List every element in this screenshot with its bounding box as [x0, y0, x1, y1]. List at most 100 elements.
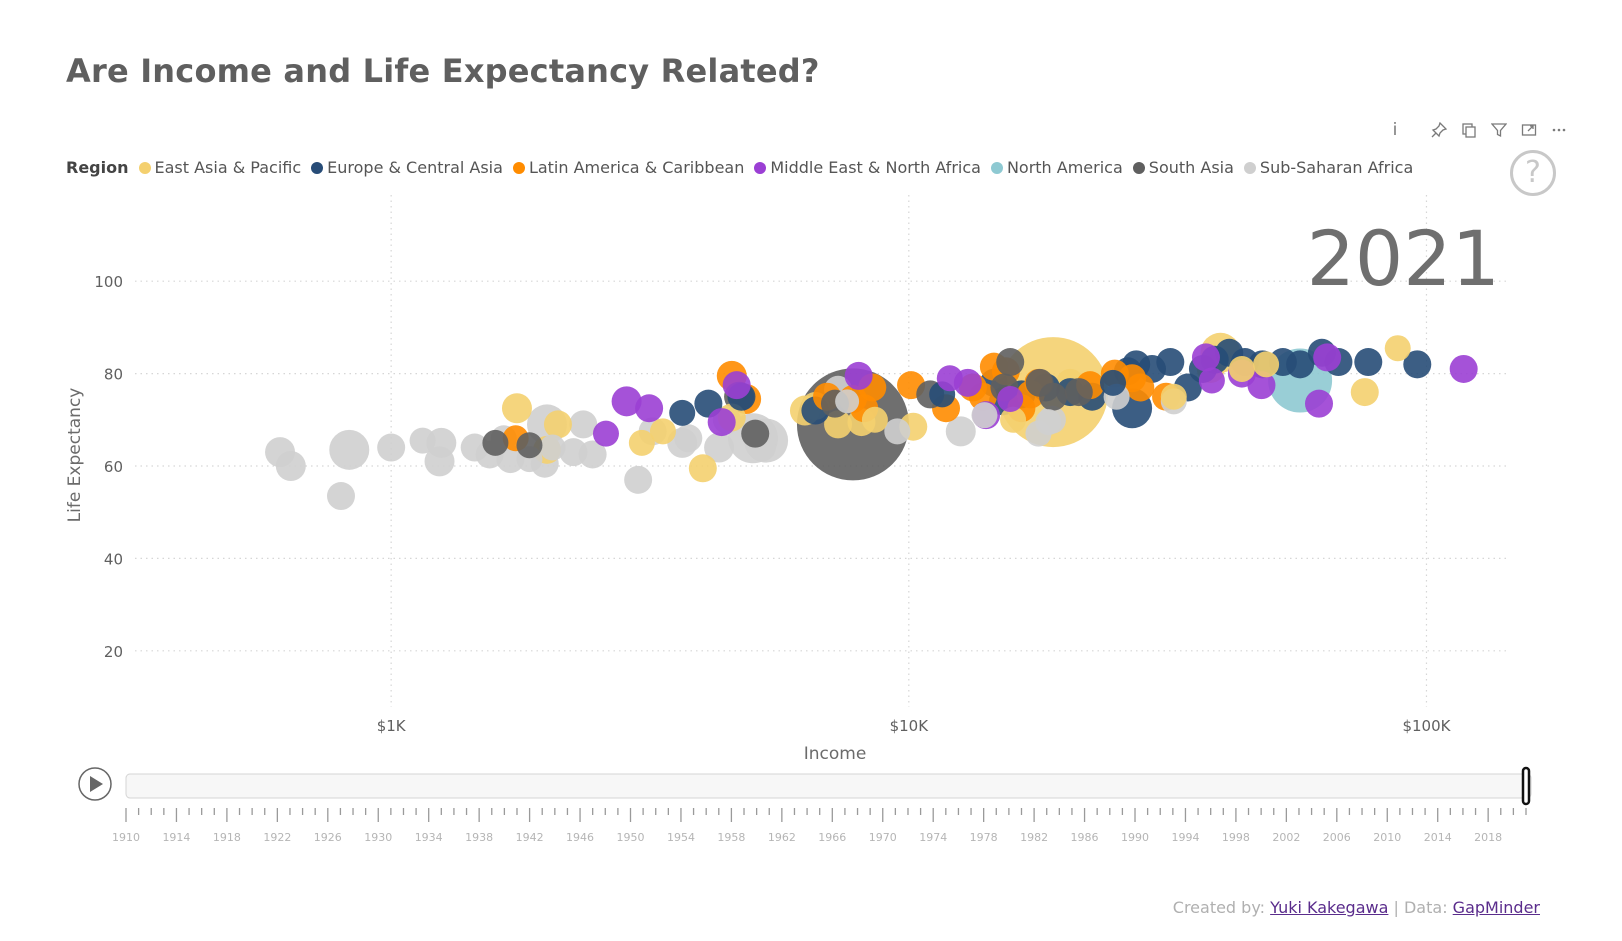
focus-mode-button[interactable] [1517, 118, 1541, 142]
timeline-year-label: 2014 [1424, 831, 1452, 844]
bubble[interactable] [1228, 355, 1255, 382]
bubble[interactable] [1313, 343, 1342, 372]
bubble[interactable] [824, 410, 853, 439]
bubble[interactable] [669, 399, 696, 426]
bubble[interactable] [1156, 348, 1185, 377]
bubble[interactable] [1253, 351, 1280, 378]
timeline-ticks: 1910 1914 1918 1922 1926 1930 1934 1938 1942 1946… [112, 808, 1527, 844]
info-icon: i [1392, 120, 1398, 140]
bubble[interactable] [1160, 383, 1187, 410]
bubble[interactable] [569, 410, 598, 439]
bubble[interactable] [835, 389, 860, 414]
bubble[interactable] [377, 433, 406, 462]
visual-toolbar: i [1383, 118, 1571, 142]
timeline-year-label: 1958 [717, 831, 745, 844]
bubble[interactable] [1354, 348, 1383, 377]
y-tick-label: 60 [104, 458, 123, 476]
legend-item-5[interactable]: South Asia [1132, 158, 1234, 177]
bubble[interactable] [329, 429, 370, 470]
bubble[interactable] [936, 365, 963, 392]
bubble[interactable] [704, 432, 735, 463]
legend-item-3[interactable]: Middle East & North Africa [754, 158, 981, 177]
bubble[interactable] [722, 371, 751, 400]
legend-item-4[interactable]: North America [990, 158, 1123, 177]
bubble[interactable] [1000, 406, 1027, 433]
bubble[interactable] [997, 386, 1024, 413]
bubble[interactable] [996, 348, 1025, 377]
bubble[interactable] [1286, 350, 1315, 379]
bubble[interactable] [945, 416, 976, 447]
bubble[interactable] [1304, 389, 1333, 418]
bubble[interactable] [1350, 378, 1379, 407]
bubble[interactable] [1126, 373, 1155, 402]
timeline-track[interactable] [125, 773, 1532, 799]
filter-icon [1491, 123, 1507, 138]
bubble[interactable] [424, 446, 455, 477]
bubble[interactable] [578, 440, 607, 469]
bubble[interactable] [275, 451, 306, 481]
bubble[interactable] [611, 386, 642, 417]
bubble[interactable] [1039, 382, 1068, 411]
bubble[interactable] [688, 454, 717, 483]
timeline-year-label: 1942 [516, 831, 544, 844]
timeline-handle[interactable] [1521, 766, 1531, 806]
author-link[interactable]: Yuki Kakegawa [1270, 898, 1389, 917]
bubble[interactable] [482, 429, 509, 456]
legend-label: Europe & Central Asia [327, 158, 503, 177]
bubble[interactable] [516, 432, 543, 459]
bubble[interactable] [1403, 350, 1432, 379]
bubble[interactable] [971, 402, 998, 429]
bubble[interactable] [741, 419, 770, 448]
legend-dot [1243, 161, 1256, 174]
bubble[interactable] [1064, 378, 1093, 407]
timeline-year-label: 1994 [1171, 831, 1199, 844]
bubble[interactable] [1384, 335, 1411, 362]
bubble[interactable] [624, 465, 653, 494]
legend-item-0[interactable]: East Asia & Pacific [138, 158, 301, 177]
bubble[interactable] [649, 418, 676, 445]
bubble[interactable] [707, 408, 736, 437]
legend-title: Region [66, 158, 129, 177]
bubble[interactable] [674, 424, 703, 453]
expand-icon [1521, 124, 1537, 136]
bubble[interactable] [501, 393, 532, 424]
footer: Created by: Yuki Kakegawa | Data: GapMin… [1173, 898, 1540, 917]
created-by-label: Created by: [1172, 898, 1266, 917]
legend-item-2[interactable]: Latin America & Caribbean [512, 158, 744, 177]
bubble[interactable] [1100, 369, 1127, 396]
bubble[interactable] [884, 418, 911, 445]
legend-item-6[interactable]: Sub-Saharan Africa [1243, 158, 1413, 177]
play-button[interactable] [78, 767, 112, 801]
bubble[interactable] [1198, 367, 1225, 394]
bubble[interactable] [326, 482, 355, 511]
legend-label: South Asia [1148, 158, 1234, 177]
filter-button[interactable] [1487, 118, 1511, 142]
x-tick-label: $10K [890, 717, 930, 735]
help-button[interactable]: ? [1510, 150, 1556, 196]
bubble[interactable] [861, 406, 888, 433]
more-options-button[interactable] [1547, 118, 1571, 142]
copy-button[interactable] [1457, 118, 1481, 142]
info-button[interactable]: i [1383, 118, 1407, 142]
bubble[interactable] [1247, 371, 1276, 400]
legend-item-1[interactable]: Europe & Central Asia [311, 158, 503, 177]
pin-button[interactable] [1427, 118, 1451, 142]
bubble[interactable] [409, 427, 436, 454]
bubble[interactable] [1449, 354, 1478, 383]
timeline-year-label: 1914 [162, 831, 190, 844]
legend-dot [990, 161, 1003, 174]
bubble[interactable] [539, 434, 566, 461]
bubble[interactable] [635, 394, 664, 423]
legend-label: Middle East & North Africa [770, 158, 981, 177]
y-axis-ticks: 20 40 60 80 100 [94, 273, 123, 661]
bubble[interactable] [1191, 343, 1220, 372]
timeline-year-label: 1974 [919, 831, 947, 844]
data-source-link[interactable]: GapMinder [1452, 898, 1540, 917]
bubble[interactable] [1025, 420, 1052, 447]
bubble[interactable] [844, 361, 873, 390]
bubble[interactable] [628, 429, 655, 456]
timeline-year-label: 1918 [213, 831, 241, 844]
bubble[interactable] [543, 410, 572, 439]
timeline-year-label: 1998 [1222, 831, 1250, 844]
bubble[interactable] [592, 420, 619, 447]
